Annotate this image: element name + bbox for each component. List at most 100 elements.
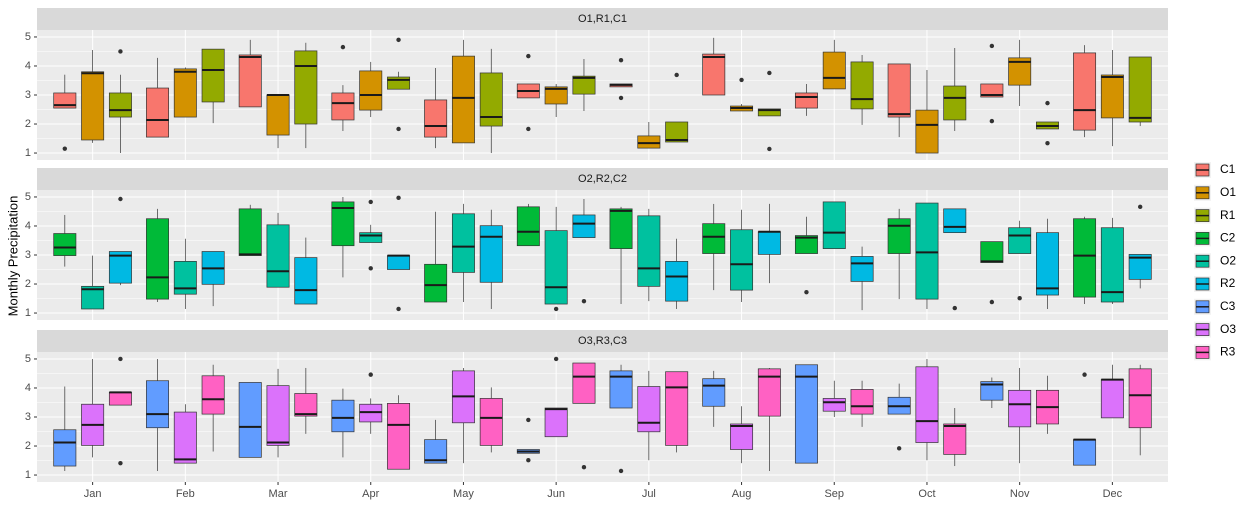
legend-label: R2 (1220, 276, 1236, 290)
box (730, 229, 754, 291)
box (794, 364, 818, 464)
box (479, 72, 503, 127)
outlier (526, 53, 531, 59)
y-tick-label: 3 (25, 411, 31, 423)
outlier (118, 196, 123, 202)
box (1100, 227, 1124, 303)
y-tick-label: 3 (25, 249, 31, 261)
box (1073, 439, 1097, 466)
y-tick-label: 4 (25, 220, 31, 232)
box (850, 61, 874, 110)
outlier (804, 289, 809, 295)
box (702, 223, 726, 254)
outlier (118, 460, 123, 466)
box (943, 208, 967, 234)
x-tick-label: Jan (84, 488, 102, 500)
strip-label: O2,R2,C2 (578, 173, 627, 185)
box (146, 87, 169, 138)
box (637, 215, 661, 287)
box (757, 368, 781, 417)
outlier (118, 49, 123, 54)
legend-label: R1 (1220, 208, 1236, 222)
x-tick-label: Jun (547, 488, 565, 500)
strip-label: O1,R1,C1 (578, 13, 627, 25)
box (1073, 52, 1097, 131)
box (201, 375, 225, 415)
box (387, 255, 411, 270)
box (730, 423, 754, 450)
box (757, 231, 781, 255)
box (609, 370, 633, 409)
box (665, 121, 689, 143)
outlier (526, 126, 531, 132)
box (1100, 379, 1124, 419)
box (915, 109, 939, 154)
outlier (553, 356, 559, 362)
box (665, 261, 689, 302)
legend-label: C2 (1220, 231, 1236, 245)
box (980, 241, 1004, 263)
box (544, 407, 568, 438)
box (1008, 389, 1032, 428)
box (479, 225, 503, 283)
box (479, 398, 503, 446)
box (201, 48, 225, 103)
box (1128, 56, 1152, 123)
outlier (674, 72, 679, 78)
box (238, 382, 262, 458)
y-tick-label: 2 (25, 278, 31, 290)
box (108, 92, 132, 118)
box (451, 213, 475, 273)
outlier (767, 70, 772, 76)
y-tick-label: 5 (25, 353, 31, 365)
outlier (62, 146, 68, 151)
box (359, 403, 383, 423)
box (572, 362, 596, 404)
legend-label: O3 (1220, 322, 1236, 336)
box (516, 206, 540, 247)
outlier (396, 37, 401, 43)
box (331, 92, 355, 121)
strip-background (37, 168, 1168, 190)
legend-label: O1 (1220, 185, 1236, 199)
box (702, 378, 726, 407)
box (980, 83, 1004, 98)
box (146, 380, 169, 429)
x-tick-label: Apr (362, 488, 379, 500)
outlier (767, 146, 772, 152)
x-tick-label: Oct (918, 488, 935, 500)
box (794, 92, 818, 109)
box (943, 423, 967, 455)
legend-label: O2 (1220, 253, 1236, 267)
y-tick-label: 1 (25, 469, 31, 481)
box (822, 398, 846, 412)
box (887, 63, 911, 118)
x-tick-label: May (453, 488, 474, 500)
outlier (1017, 296, 1022, 301)
box (238, 54, 262, 108)
box (294, 393, 318, 417)
outlier (896, 446, 902, 451)
y-tick-label: 5 (25, 191, 31, 203)
box (572, 214, 596, 238)
box (915, 202, 939, 300)
strip-background (37, 8, 1168, 30)
box (53, 233, 77, 256)
box (665, 371, 689, 446)
y-tick-label: 4 (25, 60, 31, 72)
outlier (989, 43, 995, 49)
box (1008, 57, 1032, 86)
box (173, 68, 197, 118)
y-axis-label: Monthly Precipitation (5, 196, 20, 317)
box (266, 94, 290, 136)
box (1073, 218, 1097, 298)
outlier (989, 299, 995, 305)
box (1128, 368, 1152, 429)
outlier (396, 306, 401, 312)
box (266, 385, 290, 446)
outlier (618, 57, 624, 63)
box (887, 218, 911, 254)
outlier (618, 468, 624, 474)
box (238, 208, 262, 256)
box (359, 232, 383, 243)
